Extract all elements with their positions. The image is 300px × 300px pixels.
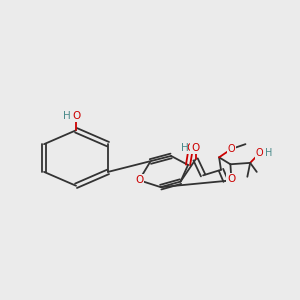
Text: H: H <box>181 142 189 153</box>
Text: H: H <box>266 148 273 158</box>
Text: O: O <box>187 142 195 153</box>
Text: O: O <box>135 175 143 185</box>
Text: O: O <box>256 148 263 158</box>
Text: H: H <box>63 111 70 122</box>
Text: O: O <box>72 111 80 122</box>
Text: O: O <box>227 174 236 184</box>
Text: O: O <box>227 144 235 154</box>
Text: O: O <box>191 142 200 153</box>
